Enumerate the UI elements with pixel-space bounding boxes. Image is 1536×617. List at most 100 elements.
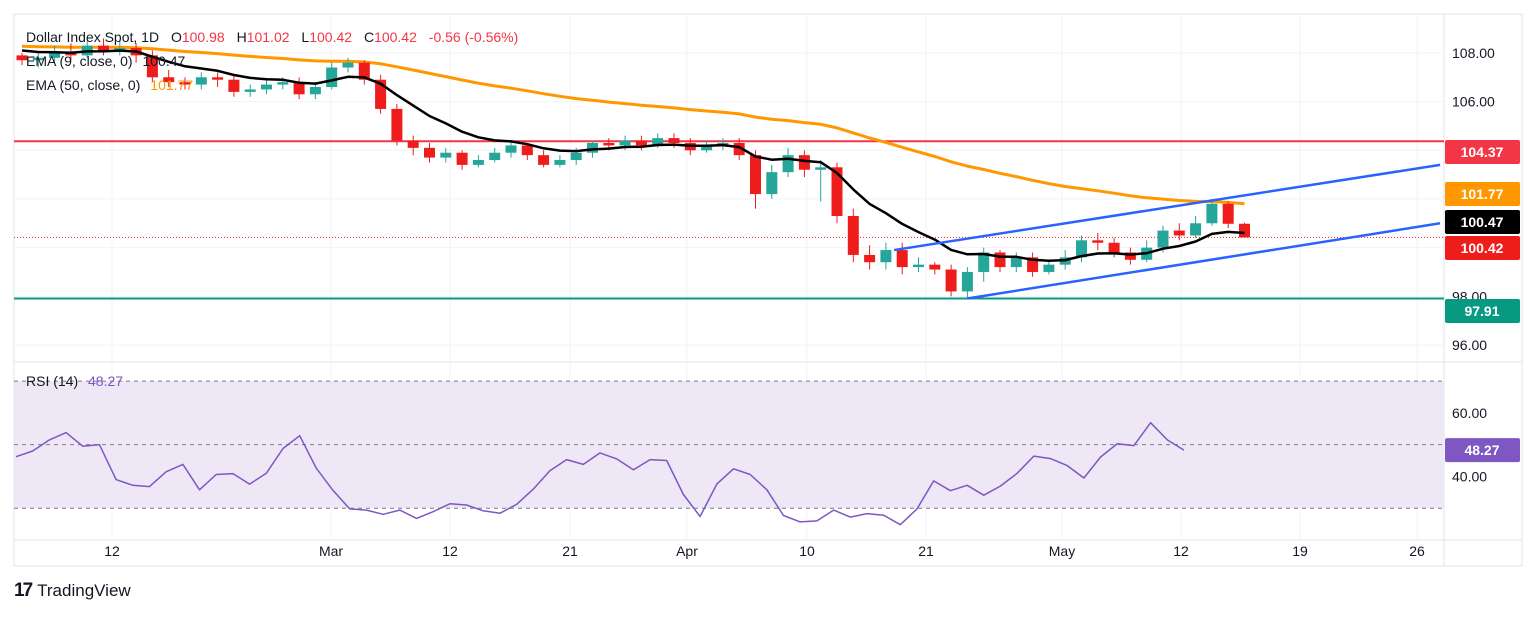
candle[interactable] [358,60,370,85]
candle-body [375,79,387,109]
candle[interactable] [489,147,501,163]
time-tick-label: 26 [1409,543,1425,559]
candle-body [701,145,713,151]
candle[interactable] [782,147,794,178]
candle-body [913,264,924,268]
candle[interactable] [261,79,272,95]
time-tick-label: Mar [319,543,343,559]
candle[interactable] [1027,252,1039,277]
candle-body [619,140,631,146]
candle[interactable] [179,77,191,90]
candle[interactable] [326,62,338,90]
candle[interactable] [978,247,990,282]
brand-name[interactable]: TradingView [37,581,131,600]
candle[interactable] [961,267,973,299]
candle[interactable] [880,242,892,270]
candle[interactable] [505,140,517,158]
candle-body [98,45,109,51]
symbol-title: Dollar Index Spot, 1D [26,29,159,45]
price-tag-label: 101.77 [1461,186,1504,202]
rsi-tag-bg [1445,438,1520,463]
candle[interactable] [1206,198,1218,226]
candle[interactable] [32,52,44,68]
candle[interactable] [375,74,387,114]
candle[interactable] [538,150,550,168]
candle[interactable] [163,69,175,88]
time-axis[interactable]: 12 Mar 12 21 Apr 10 21 May 12 19 26 [104,543,1425,559]
candle-body [945,269,957,292]
candle[interactable] [212,72,224,88]
candle[interactable] [456,150,468,170]
candle-body [195,77,207,85]
price-tag-label: 97.91 [1464,303,1499,319]
tradingview-logo-icon[interactable]: 17 [14,580,33,601]
candle-body [16,55,28,61]
chart-header: Dollar Index Spot, 1D O100.98 H101.02 L1… [26,29,518,45]
price-tag-bg [1445,210,1520,234]
rsi-tag-label: 48.27 [1464,442,1499,458]
candle-body [228,79,240,92]
price-tick-label: 106.00 [1452,94,1495,110]
candle[interactable] [49,45,61,63]
candle[interactable] [309,82,321,100]
ema9-legend[interactable]: EMA (9, close, 0) 100.47 [26,53,186,69]
candle[interactable] [815,160,827,202]
channel-line[interactable] [967,222,1441,300]
candle[interactable] [342,57,354,73]
candle-body [554,160,566,165]
candle[interactable] [635,135,647,151]
candle[interactable] [798,150,810,178]
candle[interactable] [750,150,761,209]
candle[interactable] [244,84,256,97]
ema50-legend[interactable]: EMA (50, close, 0) 101.77 [26,77,193,93]
candle[interactable] [847,208,859,263]
candle[interactable] [521,142,533,161]
candle-body [782,155,794,173]
candle[interactable] [472,155,484,168]
candle[interactable] [1010,252,1022,272]
price-tag-bg [1445,299,1520,323]
candle[interactable] [98,38,109,56]
candle[interactable] [994,250,1006,272]
candle[interactable] [766,164,778,199]
candle[interactable] [1124,247,1136,265]
candle-body [994,252,1006,268]
candle[interactable] [1076,235,1087,263]
candle[interactable] [1239,222,1250,238]
candle[interactable] [554,155,566,168]
candle[interactable] [293,77,305,100]
candle[interactable] [1190,215,1202,238]
rsi-line[interactable] [15,421,1185,526]
candle[interactable] [391,104,403,146]
candle[interactable] [424,142,435,163]
candle[interactable] [864,245,876,270]
candle[interactable] [1043,259,1055,275]
candle[interactable] [114,40,126,56]
candle[interactable] [1173,223,1185,241]
candle[interactable] [407,135,419,156]
rsi-legend[interactable]: RSI (14) 48.27 [26,373,123,389]
candle-body [1010,257,1022,268]
ema9-line[interactable] [21,49,1245,263]
candle[interactable] [733,138,745,161]
candle[interactable] [913,257,924,272]
candle[interactable] [1092,233,1104,251]
ema50-label: EMA (50, close, 0) [26,77,140,93]
candle-body [114,48,126,51]
low-value: 100.42 [309,29,352,45]
ema9-value: 100.47 [142,53,185,69]
candle[interactable] [1222,201,1234,229]
candle[interactable] [929,262,941,275]
channel-line[interactable] [893,163,1441,252]
price-tags: 104.37 101.77 100.47 100.42 97.91 [1445,140,1520,323]
channel-lines[interactable] [893,163,1441,300]
ema50-line[interactable] [21,44,1245,206]
candle[interactable] [195,72,207,90]
candle[interactable] [440,147,452,163]
candle[interactable] [228,74,240,97]
candle[interactable] [945,264,957,297]
candle[interactable] [16,52,28,66]
candle-body [587,142,598,153]
candle-body [978,252,990,272]
